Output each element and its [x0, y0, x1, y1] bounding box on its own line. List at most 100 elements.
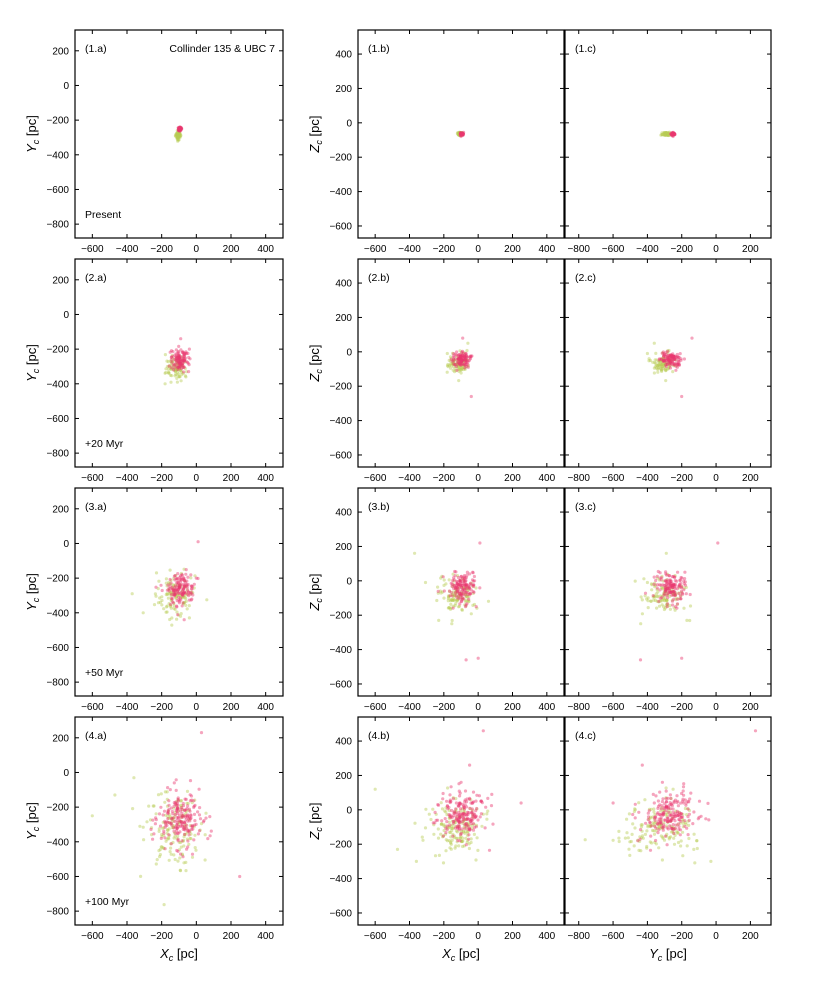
- data-point: [181, 825, 185, 829]
- data-point: [459, 829, 463, 833]
- data-point: [675, 830, 679, 834]
- data-point: [452, 586, 456, 591]
- data-point: [177, 130, 181, 135]
- data-point: [178, 126, 183, 130]
- data-point: [459, 371, 463, 375]
- data-point: [468, 763, 472, 767]
- data-point: [457, 782, 461, 786]
- data-point: [450, 593, 454, 597]
- data-point: [672, 591, 676, 596]
- data-point: [471, 591, 475, 596]
- data-point: [463, 823, 467, 827]
- data-point: [664, 368, 668, 372]
- data-point: [671, 590, 675, 595]
- data-point: [182, 835, 186, 839]
- data-point: [667, 836, 672, 840]
- x-tick-label: 400: [257, 473, 274, 484]
- data-point: [677, 359, 681, 363]
- data-point: [184, 597, 188, 601]
- data-point: [453, 591, 457, 595]
- data-point: [191, 591, 195, 595]
- data-point: [452, 836, 456, 840]
- data-point: [640, 834, 645, 838]
- data-point: [151, 818, 155, 822]
- data-point: [474, 814, 478, 818]
- data-point: [462, 844, 466, 848]
- data-point: [651, 828, 655, 833]
- data-point: [159, 845, 163, 849]
- data-point: [646, 599, 650, 603]
- x-tick-label: −400: [116, 473, 139, 484]
- data-point: [643, 594, 647, 598]
- data-point: [160, 826, 165, 830]
- data-point: [176, 352, 180, 356]
- data-point: [179, 799, 183, 803]
- data-point: [452, 834, 456, 838]
- data-point: [463, 583, 467, 587]
- data-point: [662, 813, 666, 817]
- data-point: [658, 363, 662, 367]
- data-point: [437, 618, 441, 623]
- data-point: [186, 361, 190, 365]
- data-point: [659, 578, 663, 582]
- data-point: [469, 581, 473, 585]
- data-point: [452, 594, 456, 598]
- data-point: [671, 589, 675, 594]
- data-point: [665, 132, 670, 136]
- data-point: [177, 126, 181, 130]
- data-point: [660, 780, 665, 784]
- data-point: [466, 591, 470, 595]
- data-point: [649, 582, 654, 586]
- data-point: [460, 132, 464, 136]
- data-point: [471, 571, 475, 575]
- data-point: [148, 818, 153, 822]
- data-point: [184, 869, 188, 873]
- data-point: [457, 357, 461, 361]
- data-point: [465, 593, 469, 597]
- data-point: [178, 126, 182, 130]
- data-point: [684, 801, 688, 805]
- data-point: [640, 823, 644, 827]
- data-point: [673, 578, 677, 583]
- data-point: [461, 578, 466, 582]
- data-point: [667, 132, 671, 136]
- data-point: [458, 586, 462, 590]
- data-point: [175, 605, 179, 609]
- data-point: [177, 127, 181, 131]
- data-point: [657, 817, 661, 821]
- data-point: [204, 811, 208, 815]
- data-point: [685, 813, 689, 817]
- data-point: [454, 593, 458, 597]
- data-point: [373, 787, 377, 791]
- data-point: [166, 811, 170, 816]
- data-point: [672, 132, 676, 136]
- data-point: [464, 364, 468, 368]
- data-point: [658, 359, 662, 363]
- data-point: [679, 590, 684, 594]
- data-point: [444, 831, 448, 835]
- data-point: [170, 586, 174, 590]
- data-point: [655, 358, 659, 362]
- data-point: [176, 132, 181, 136]
- data-point: [182, 814, 186, 818]
- data-point: [451, 357, 456, 361]
- data-point: [176, 350, 180, 354]
- data-point: [176, 136, 180, 140]
- data-point: [145, 820, 149, 824]
- data-point: [173, 366, 177, 370]
- data-point: [162, 846, 166, 851]
- data-point: [459, 834, 463, 838]
- data-point: [461, 360, 465, 364]
- data-point: [673, 132, 677, 136]
- data-point: [180, 821, 184, 825]
- data-point: [660, 357, 664, 361]
- data-point: [439, 801, 443, 805]
- data-point: [686, 819, 690, 823]
- data-point: [178, 132, 182, 136]
- data-point: [187, 347, 191, 351]
- data-point: [677, 585, 681, 589]
- data-point: [653, 595, 657, 599]
- data-point: [458, 358, 462, 362]
- data-point: [664, 363, 668, 367]
- data-point: [174, 596, 178, 600]
